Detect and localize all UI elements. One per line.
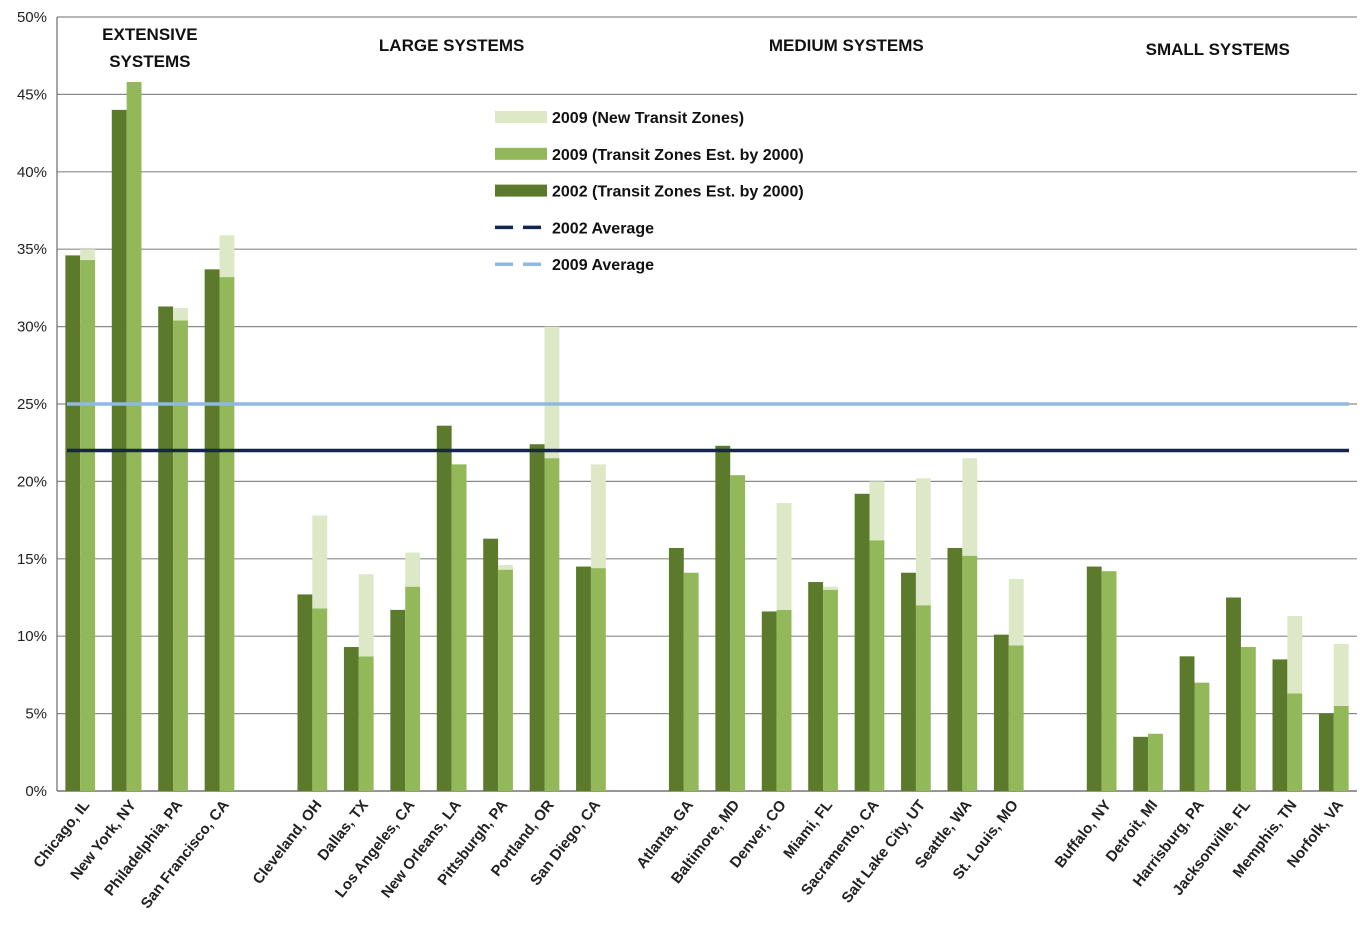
legend-label: 2009 (New Transit Zones) [552, 110, 744, 127]
y-tick-label: 35% [17, 241, 47, 258]
group-label: SMALL SYSTEMS [1146, 40, 1290, 59]
bar-2009-new-zones [544, 326, 560, 459]
bar-2009-established [1194, 682, 1210, 791]
bar-2009-new-zones [823, 586, 838, 590]
bar-2002 [668, 547, 684, 791]
group-label: EXTENSIVE [102, 25, 197, 44]
bar-2009-established [126, 82, 142, 792]
y-tick-label: 40% [17, 164, 47, 181]
bar-2002 [297, 594, 313, 791]
bar-2009-established [498, 569, 513, 791]
x-tick-label: San Francisco, CA [138, 797, 233, 912]
x-tick-label: Cleveland, OH [249, 797, 325, 888]
y-tick-label: 15% [17, 551, 47, 568]
bar-2009-new-zones [776, 503, 792, 610]
bar-2009-established [1333, 705, 1349, 791]
bar-2009-new-zones [1287, 616, 1303, 694]
legend-label: 2009 Average [552, 257, 654, 274]
bar-2009-established [776, 609, 792, 791]
bar-2002 [1226, 597, 1241, 791]
bar-2002 [576, 566, 591, 791]
x-tick-label: New Orleans, LA [378, 797, 465, 902]
bar-2009-established [915, 605, 931, 791]
bar-2009-established [590, 568, 606, 791]
bar-2002 [343, 647, 359, 791]
legend-swatch [495, 147, 547, 160]
y-tick-label: 45% [17, 86, 47, 103]
bar-2009-established [1287, 693, 1303, 791]
bar-2009-established [451, 464, 467, 791]
bar-2009-established [358, 656, 374, 791]
y-tick-label: 20% [17, 473, 47, 490]
legend-swatch [495, 111, 547, 123]
y-tick-label: 0% [25, 783, 47, 800]
bar-2002 [65, 255, 81, 792]
bar-2009-new-zones [869, 481, 885, 541]
bar-2009-established [1240, 647, 1256, 791]
bar-2002 [1133, 736, 1149, 791]
bar-2009-established [544, 458, 560, 791]
bar-2009-established [823, 589, 838, 791]
bar-2002 [1086, 566, 1102, 791]
bar-2009-new-zones [80, 249, 96, 261]
x-tick-label: Salt Lake City, UT [838, 797, 929, 906]
bar-2002 [529, 444, 545, 791]
bar-2009-established [405, 586, 421, 791]
bar-2002 [808, 582, 824, 791]
legend-label: 2002 Average [552, 220, 654, 237]
bar-2002 [1179, 656, 1195, 791]
bar-2002 [204, 269, 220, 792]
bar-2002 [715, 445, 731, 791]
bar-2002 [761, 611, 777, 791]
bar-2009-new-zones [498, 564, 513, 570]
bar-2009-established [869, 540, 885, 791]
bar-2009-established [962, 555, 978, 791]
bar-2009-established [219, 277, 235, 792]
legend-label: 2002 (Transit Zones Est. by 2000) [552, 184, 804, 201]
bar-2009-new-zones [1333, 643, 1349, 706]
bar-2009-established [1148, 733, 1163, 791]
bar-2009-established [730, 475, 746, 791]
bar-2002 [158, 306, 174, 791]
x-tick-label: Los Angeles, CA [332, 797, 419, 901]
y-tick-label: 25% [17, 396, 47, 413]
bar-2002 [854, 493, 870, 791]
y-tick-label: 10% [17, 628, 47, 645]
legend-swatch [495, 184, 547, 197]
bar-2009-new-zones [915, 478, 931, 606]
bar-2002 [901, 572, 916, 791]
bar-2009-new-zones [962, 458, 978, 556]
group-label: LARGE SYSTEMS [379, 36, 524, 55]
bar-2009-established [173, 320, 188, 791]
bar-2009-new-zones [405, 552, 421, 587]
bar-2009-established [312, 608, 328, 791]
y-tick-label: 50% [17, 9, 47, 26]
bar-2002 [993, 634, 1009, 791]
bar-2002 [390, 609, 406, 791]
bar-2002 [436, 425, 452, 791]
bar-2009-new-zones [590, 464, 606, 569]
bar-2009-new-zones [173, 308, 188, 321]
bar-2002 [947, 547, 963, 791]
bar-2009-established [1008, 645, 1024, 791]
bar-2002 [1318, 713, 1334, 791]
y-tick-label: 5% [25, 706, 47, 723]
group-label: MEDIUM SYSTEMS [769, 36, 924, 55]
bar-2009-new-zones [312, 515, 328, 609]
bar-2002 [1272, 659, 1288, 791]
bar-2002 [483, 538, 499, 791]
legend-label: 2009 (Transit Zones Est. by 2000) [552, 147, 804, 164]
bar-2009-new-zones [219, 235, 235, 278]
bar-2009-established [683, 572, 699, 791]
group-label: SYSTEMS [109, 52, 190, 71]
bar-2009-new-zones [358, 574, 374, 657]
bar-2009-new-zones [1008, 578, 1024, 646]
x-tick-label: Buffalo, NY [1052, 797, 1115, 871]
y-tick-label: 30% [17, 319, 47, 336]
bar-2009-established [80, 260, 96, 791]
bar-2009-established [1101, 571, 1117, 791]
